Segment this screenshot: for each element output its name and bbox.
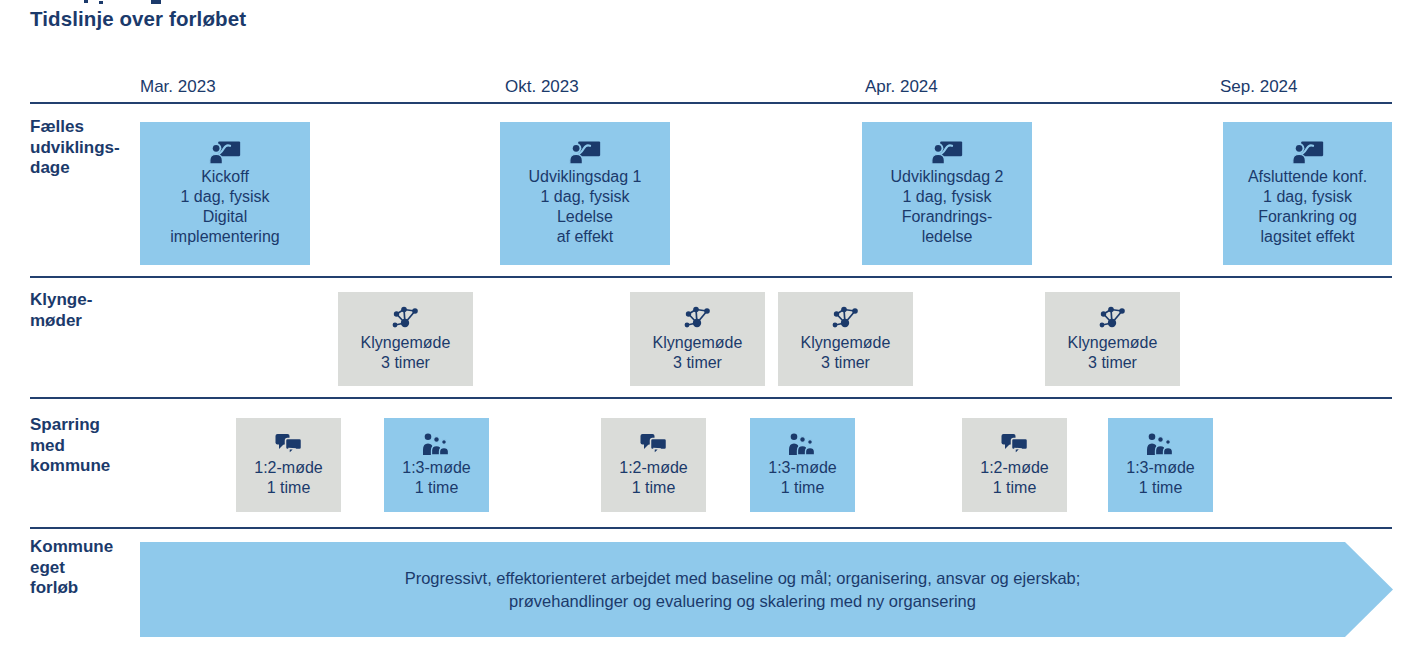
chat-bubbles-icon <box>639 433 669 455</box>
event-box-klyngemode-4: Klyngemøde 3 timer <box>1045 292 1180 386</box>
event-text: Klyngemøde 3 timer <box>361 333 451 373</box>
event-text: Klyngemøde 3 timer <box>801 333 891 373</box>
event-text: 1:3-møde 1 time <box>1126 458 1194 498</box>
event-box-klyngemode-3: Klyngemøde 3 timer <box>778 292 913 386</box>
chat-bubbles-icon <box>1000 433 1030 455</box>
event-text: Kickoff 1 dag, fysisk Digital implemente… <box>170 167 279 247</box>
event-box-12-mode-1: 1:2-møde 1 time <box>236 418 341 512</box>
event-box-kickoff: Kickoff 1 dag, fysisk Digital implemente… <box>140 122 310 265</box>
divider-row1 <box>30 276 1392 278</box>
event-text: Udviklingsdag 1 1 dag, fysisk Ledelse af… <box>529 167 642 247</box>
event-text: Udviklingsdag 2 1 dag, fysisk Forandring… <box>891 167 1004 247</box>
date-mar-2023: Mar. 2023 <box>140 77 216 97</box>
network-icon <box>392 306 420 330</box>
date-sep-2024: Sep. 2024 <box>1220 77 1298 97</box>
event-box-klyngemode-1: Klyngemøde 3 timer <box>338 292 473 386</box>
presentation-icon <box>209 141 241 164</box>
row-label-kommune-eget-forlob: Kommune eget forløb <box>30 537 113 599</box>
event-text: 1:2-møde 1 time <box>254 458 322 498</box>
date-okt-2023: Okt. 2023 <box>505 77 579 97</box>
event-box-klyngemode-2: Klyngemøde 3 timer <box>630 292 765 386</box>
event-text: Klyngemøde 3 timer <box>1068 333 1158 373</box>
presentation-icon <box>569 141 601 164</box>
event-box-udviklingsdag-2: Udviklingsdag 2 1 dag, fysisk Forandring… <box>862 122 1032 265</box>
divider-row3 <box>30 527 1392 529</box>
date-apr-2024: Apr. 2024 <box>865 77 938 97</box>
divider-dates <box>30 102 1392 104</box>
people-group-icon <box>788 433 818 455</box>
presentation-icon <box>1292 141 1324 164</box>
event-box-13-mode-2: 1:3-møde 1 time <box>750 418 855 512</box>
event-box-12-mode-2: 1:2-møde 1 time <box>601 418 706 512</box>
people-group-icon <box>1146 433 1176 455</box>
network-icon <box>684 306 712 330</box>
network-icon <box>1099 306 1127 330</box>
event-box-udviklingsdag-1: Udviklingsdag 1 1 dag, fysisk Ledelse af… <box>500 122 670 265</box>
chat-bubbles-icon <box>274 433 304 455</box>
process-arrow: Progressivt, effektorienteret arbejdet m… <box>140 542 1393 637</box>
row-label-klyngemoder: Klynge- møder <box>30 290 92 331</box>
row-label-sparring: Sparring med kommune <box>30 415 110 477</box>
row-label-faelles-udviklingsdage: Fælles udviklings- dage <box>30 117 120 179</box>
event-box-13-mode-3: 1:3-møde 1 time <box>1108 418 1213 512</box>
event-text: Klyngemøde 3 timer <box>653 333 743 373</box>
event-box-afsluttende-konf: Afsluttende konf. 1 dag, fysisk Forankri… <box>1223 122 1392 265</box>
event-text: Afsluttende konf. 1 dag, fysisk Forankri… <box>1248 167 1367 247</box>
people-group-icon <box>422 433 452 455</box>
event-text: 1:2-møde 1 time <box>980 458 1048 498</box>
process-arrow-text: Progressivt, effektorienteret arbejdet m… <box>405 567 1129 612</box>
divider-row2 <box>30 397 1392 399</box>
event-box-12-mode-3: 1:2-møde 1 time <box>962 418 1067 512</box>
page-title: Tidslinje over forløbet <box>30 7 246 31</box>
event-text: 1:2-møde 1 time <box>619 458 687 498</box>
timeline-diagram: Tidslinje over forløbet Mar. 2023 Okt. 2… <box>0 0 1420 662</box>
network-icon <box>832 306 860 330</box>
event-text: 1:3-møde 1 time <box>768 458 836 498</box>
event-text: 1:3-møde 1 time <box>402 458 470 498</box>
event-box-13-mode-1: 1:3-møde 1 time <box>384 418 489 512</box>
presentation-icon <box>931 141 963 164</box>
